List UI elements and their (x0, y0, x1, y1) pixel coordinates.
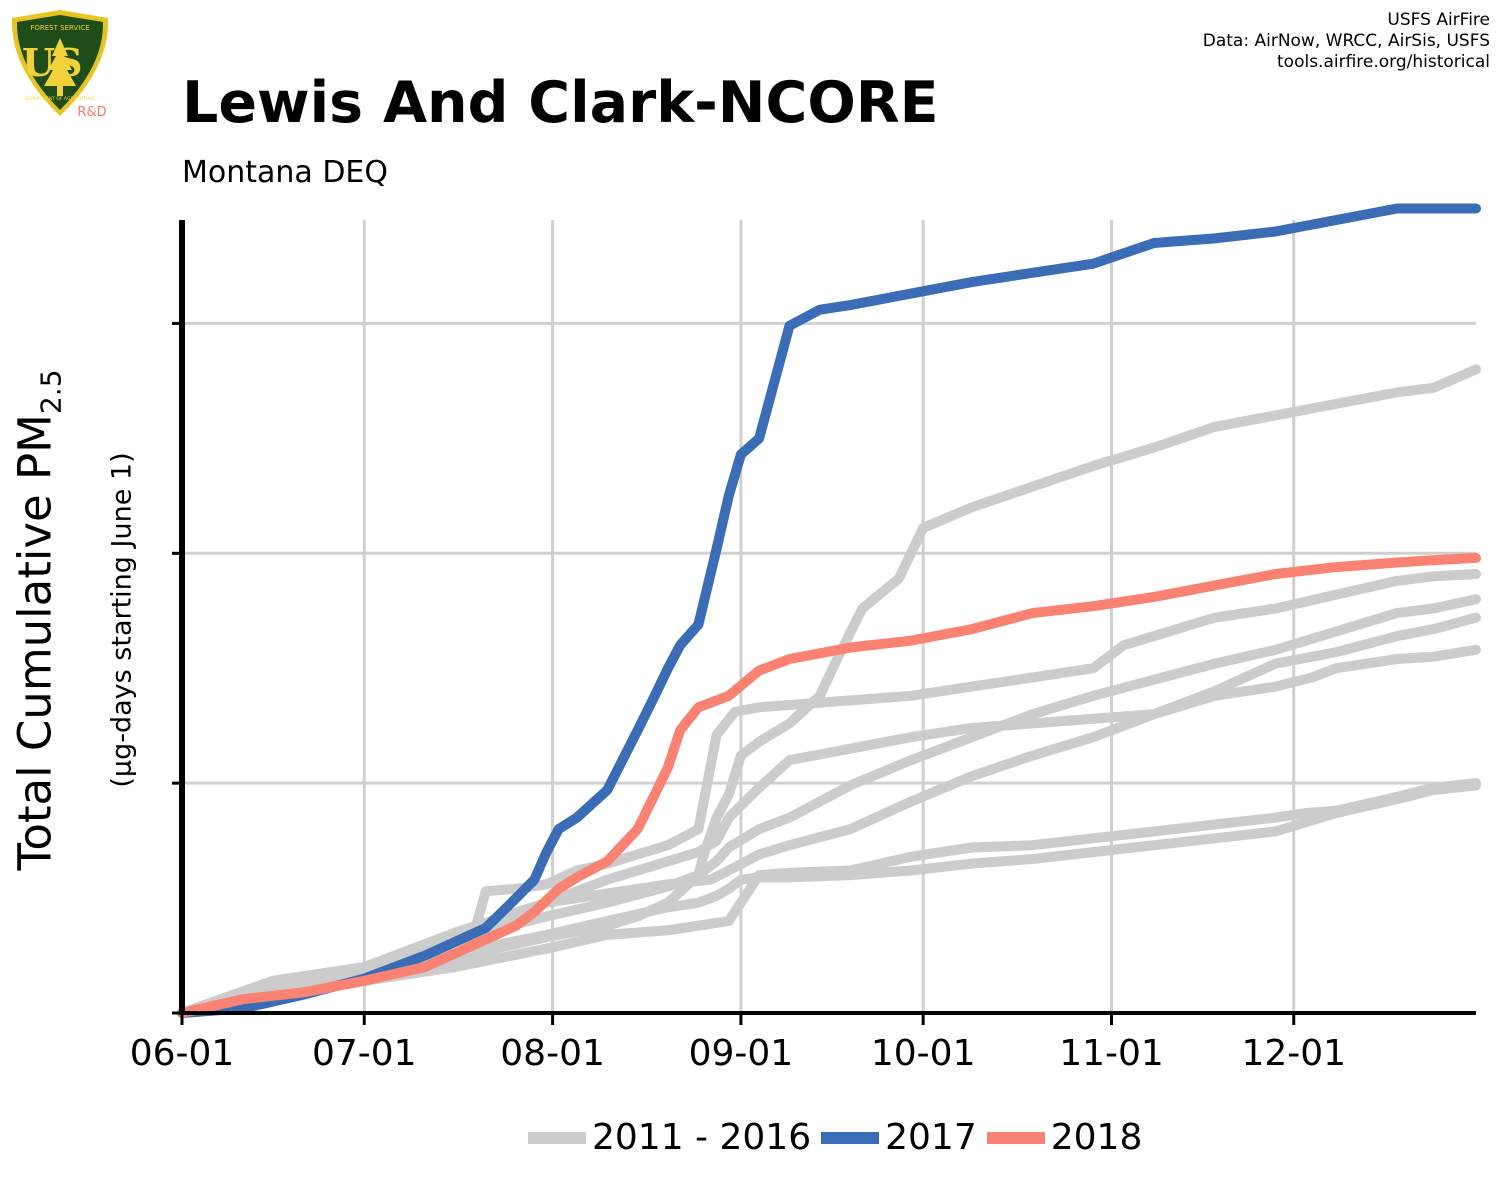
legend-label: 2011 - 2016 (592, 1117, 812, 1158)
legend-swatch (528, 1131, 586, 1144)
series-highlight (177, 203, 1481, 1018)
legend-item-2011-2016: 2011 - 2016 (528, 1117, 811, 1158)
x-tick-label: 06-01 (130, 1033, 235, 1074)
legend-label: 2018 (1050, 1117, 1143, 1158)
credit-line: tools.airfire.org/historical (1277, 52, 1490, 72)
chart-title: Lewis And Clark-NCORE (182, 70, 939, 136)
series-line-2018 (177, 552, 1481, 1018)
tree-icon (44, 38, 76, 86)
x-tick-label: 07-01 (312, 1033, 417, 1074)
x-tick-label: 08-01 (500, 1033, 605, 1074)
credits: USFS AirFire Data: AirNow, WRCC, AirSis,… (1203, 10, 1490, 73)
x-tick-label: 11-01 (1059, 1033, 1164, 1074)
series-line-2011-2016 (177, 778, 1481, 1018)
x-tick-label: 12-01 (1241, 1033, 1346, 1074)
credit-line: Data: AirNow, WRCC, AirSis, USFS (1202, 31, 1490, 51)
rd-badge: R&D (77, 105, 106, 120)
legend-swatch (821, 1131, 880, 1144)
logo-u: US (22, 40, 83, 85)
legend-item-2017: 2017 (821, 1117, 977, 1158)
x-tick-label: 09-01 (689, 1033, 794, 1074)
legend-swatch (986, 1131, 1045, 1144)
credit-line: USFS AirFire (1387, 10, 1490, 30)
logo-bottom-text: DEPARTMENT OF AGRICULTURE (25, 96, 96, 102)
legend-label: 2017 (885, 1117, 977, 1158)
series-2011-2016 (177, 364, 1481, 1018)
logo-top-text: FOREST SERVICE (30, 24, 89, 32)
series-line-2017 (177, 203, 1481, 1018)
usfs-shield-logo: US FOREST SERVICE DEPARTMENT OF AGRICULT… (11, 10, 109, 120)
series-line-2011-2016 (177, 594, 1481, 1018)
legend: 2011 - 2016 2017 2018 (528, 1117, 1152, 1158)
x-tick-label: 10-01 (871, 1033, 976, 1074)
series-line-2011-2016 (177, 364, 1481, 1018)
series-line-2011-2016 (177, 568, 1481, 1018)
grid (182, 220, 1476, 1013)
chart-subtitle: Montana DEQ (182, 155, 389, 190)
axes: 06-01 07-01 08-01 09-01 10-01 11-01 12-01 (130, 220, 1476, 1074)
legend-item-2018: 2018 (986, 1117, 1143, 1158)
